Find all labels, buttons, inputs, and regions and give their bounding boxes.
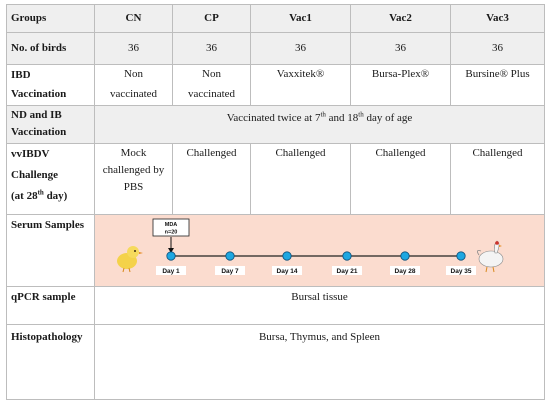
ndib-text-c: day of age [363, 111, 413, 124]
timeline-day-label-3: Day 14 [277, 268, 298, 275]
vvibdv-vac2: Challenged [350, 143, 451, 215]
timeline-dot-1 [166, 250, 176, 261]
vvibdv-cn-line1: Mock [120, 147, 147, 160]
ndib-sup-a: th [320, 110, 326, 119]
timeline-dot-5 [400, 250, 410, 261]
ibd-label-line1: IBD [11, 68, 31, 81]
timeline-dot-6 [456, 250, 466, 261]
header-cn: CN [94, 3, 173, 34]
study-design-table: Groups CN CP Vac1 Vac2 Vac3 No. of birds… [6, 3, 545, 400]
ndib-sup-b: th [358, 110, 364, 119]
header-vac2: Vac2 [350, 3, 451, 34]
ibd-row: IBD Vaccination Non vaccinated Non vacci… [6, 64, 545, 106]
timeline-day-label-bg-1 [156, 265, 186, 275]
ndib-row: ND and IB Vaccination Vaccinated twice a… [6, 104, 545, 145]
vvibdv-row: vvIBDV Challenge (at 28th day) Mock chal… [6, 143, 545, 215]
serum-label: Serum Samples [6, 213, 95, 288]
histo-row: Histopathology Bursa, Thymus, and Spleen [6, 324, 545, 400]
ibd-cn: Non vaccinated [94, 64, 173, 106]
ibd-vac3: Bursine® Plus [450, 64, 545, 106]
timeline-day-label-bg-6 [446, 265, 476, 275]
ibd-label-line2: Vaccination [11, 88, 67, 101]
timeline-day-label-4: Day 21 [337, 268, 358, 275]
ndib-text-b: and 18 [325, 111, 359, 124]
serum-row: Serum Samples MDA n=20 [6, 213, 545, 288]
timeline-day-label-5: Day 28 [395, 268, 416, 275]
birds-cp: 36 [172, 32, 251, 66]
qpcr-label: qPCR sample [6, 286, 95, 326]
ndib-value: Vaccinated twice at 7th and 18th day of … [94, 104, 545, 145]
header-cp: CP [172, 3, 251, 34]
birds-row: No. of birds 36 36 36 36 36 [6, 32, 545, 66]
mda-box [152, 218, 190, 236]
ibd-vac2: Bursa-Plex® [350, 64, 451, 106]
ibd-label: IBD Vaccination [6, 64, 95, 106]
birds-cn: 36 [94, 32, 173, 66]
timeline-day-label-1: Day 1 [162, 268, 180, 275]
timeline-dot-3 [282, 250, 292, 261]
timeline-day-label-bg-2 [215, 265, 245, 275]
histo-value: Bursa, Thymus, and Spleen [94, 324, 545, 400]
timeline-day-label-2: Day 7 [221, 268, 239, 275]
qpcr-value: Bursal tissue [94, 286, 545, 326]
ibd-cn-line1: Non [124, 68, 143, 81]
qpcr-row: qPCR sample Bursal tissue [6, 286, 545, 326]
ndib-text-a: Vaccinated twice at 7 [226, 111, 321, 124]
vvibdv-vac1: Challenged [250, 143, 351, 215]
birds-vac2: 36 [350, 32, 451, 66]
mda-n-label: n=20 [165, 229, 178, 235]
vvibdv-cp: Challenged [172, 143, 251, 215]
serum-timeline: MDA n=20 Day 1 Day 7 Day 14 Day 21 Day 28 Day… [95, 215, 544, 287]
ndib-label-line1: ND and IB [11, 109, 62, 122]
timeline-svg: MDA n=20 Day 1 Day 7 Day 14 Day 21 Day 28 Day… [117, 218, 504, 275]
vvibdv-cn: Mock challenged by PBS [94, 143, 173, 215]
timeline-dots [166, 250, 466, 261]
header-row: Groups CN CP Vac1 Vac2 Vac3 [6, 3, 545, 34]
serum-timeline-cell: MDA n=20 Day 1 Day 7 Day 14 Day 21 Day 28 Day… [94, 213, 545, 288]
vvibdv-cn-line3: PBS [123, 181, 144, 194]
header-groups: Groups [6, 3, 95, 34]
ibd-cp: Non vaccinated [172, 64, 251, 106]
vvibdv-vac3: Challenged [450, 143, 545, 215]
hen-icon [477, 240, 504, 272]
ibd-cp-line2: vaccinated [187, 87, 236, 100]
mda-arrow-head [168, 247, 174, 253]
birds-label: No. of birds [6, 32, 95, 66]
timeline-day-label-bg-3 [272, 265, 302, 275]
vvibdv-label-line2: Challenge [11, 169, 59, 182]
header-vac3: Vac3 [450, 3, 545, 34]
ibd-cn-line2: vaccinated [109, 87, 158, 100]
timeline-day-label-bg-4 [332, 265, 362, 275]
mda-label: MDA [165, 222, 178, 228]
vvibdv-label-line1: vvIBDV [11, 148, 50, 161]
header-vac1: Vac1 [250, 3, 351, 34]
timeline-day-labels: Day 1 Day 7 Day 14 Day 21 Day 28 Day 35 [156, 265, 476, 275]
ibd-vac1: Vaxxitek® [250, 64, 351, 106]
vvibdv-label: vvIBDV Challenge (at 28th day) [6, 143, 95, 215]
ndib-label: ND and IB Vaccination [6, 104, 95, 145]
chick-icon [117, 245, 143, 272]
timeline-dot-4 [342, 250, 352, 261]
vvibdv-cn-line2: challenged by [102, 164, 165, 177]
timeline-day-label-bg-5 [390, 265, 420, 275]
histo-label: Histopathology [6, 324, 95, 400]
timeline-day-label-6: Day 35 [451, 268, 472, 275]
ndib-label-line2: Vaccination [11, 126, 67, 139]
vvibdv-label-line3: (at 28th day) [11, 188, 68, 203]
birds-vac3: 36 [450, 32, 545, 66]
ibd-cp-line1: Non [202, 68, 221, 81]
timeline-dot-2 [225, 250, 235, 261]
birds-vac1: 36 [250, 32, 351, 66]
